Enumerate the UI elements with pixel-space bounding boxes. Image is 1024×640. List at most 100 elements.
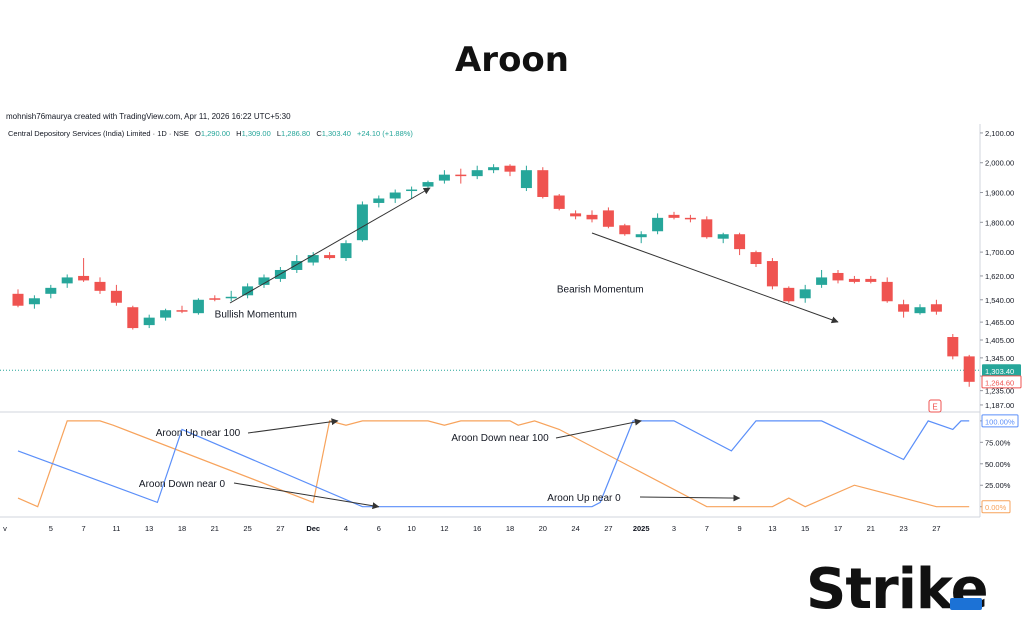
candle-body [963, 356, 975, 382]
aroon-up-current-label: 0.00% [985, 503, 1007, 512]
svg-text:E: E [932, 403, 937, 412]
time-tick-label: 17 [834, 524, 842, 533]
candle-body [504, 165, 516, 172]
time-tick-label: 12 [440, 524, 448, 533]
candle [143, 314, 155, 329]
chart-ohlc-header: Central Depository Services (India) Limi… [8, 129, 413, 138]
time-tick-label: 24 [571, 524, 579, 533]
price-tick-label: 1,405.00 [985, 336, 1014, 345]
candle-body [848, 278, 860, 282]
time-tick-label: 21 [211, 524, 219, 533]
candle-body [192, 299, 204, 314]
candle-body [520, 170, 532, 189]
candle [947, 334, 959, 360]
candle [209, 295, 221, 302]
low-price-badge [981, 375, 1022, 389]
price-tick-label: 1,700.00 [985, 248, 1014, 257]
candle [799, 284, 811, 303]
candle-body [258, 277, 270, 285]
candle [602, 207, 614, 229]
candle-body [242, 286, 254, 296]
open-value: 1,290.00 [201, 129, 230, 138]
aroon-annotation-arrow [639, 494, 741, 502]
candle [488, 164, 500, 174]
candle [668, 211, 680, 220]
low-value: 1,286.80 [281, 129, 310, 138]
candle-body [356, 204, 368, 241]
candle [242, 283, 254, 299]
candle-body [225, 296, 237, 299]
time-tick-label: 25 [243, 524, 251, 533]
candle-body [602, 210, 614, 227]
candle [881, 277, 893, 303]
time-tick-label: 10 [407, 524, 415, 533]
symbol-name: Central Depository Services (India) Limi… [8, 129, 189, 138]
candle [110, 284, 122, 306]
aroon-up-line [17, 420, 970, 508]
candle-body [766, 261, 778, 287]
close-label: C [316, 129, 322, 138]
time-tick-label: 21 [867, 524, 875, 533]
candle-body [930, 304, 942, 312]
candle-body [127, 307, 139, 329]
candle-body [78, 275, 90, 281]
high-value: 1,309.00 [242, 129, 271, 138]
time-tick-label: 2025 [633, 524, 650, 533]
candle-body [471, 170, 483, 177]
candle [520, 165, 532, 192]
time-tick-label: 9 [738, 524, 742, 533]
candle [225, 290, 237, 302]
time-tick-label: 16 [473, 524, 481, 533]
candle-body [340, 243, 352, 259]
candle-body [947, 337, 959, 357]
aroon-annotation-label: Aroon Up near 100 [156, 428, 241, 439]
earnings-marker[interactable]: E [928, 399, 942, 413]
aroon-annotation-label: Aroon Down near 0 [139, 479, 226, 490]
candle [504, 164, 516, 177]
aroon-annotation-label: Aroon Up near 0 [547, 493, 621, 504]
candle-body [537, 170, 549, 197]
candle-body [176, 310, 188, 312]
candle [652, 213, 664, 235]
candle [750, 250, 762, 267]
price-tick-label: 1,620.00 [985, 272, 1014, 281]
time-tick-label: 13 [145, 524, 153, 533]
aroon-down-current-label: 100.00% [985, 417, 1015, 426]
candle [766, 258, 778, 290]
candle [192, 298, 204, 315]
candle-body [94, 281, 106, 291]
price-tick-label: 1,235.00 [985, 387, 1014, 396]
candle-body [307, 255, 319, 263]
aroon-annotation-arrow [247, 418, 339, 434]
time-tick-label: 5 [49, 524, 53, 533]
time-tick-label: 27 [276, 524, 284, 533]
candle-body [881, 281, 893, 302]
candle-body [422, 182, 434, 187]
candle-body [586, 214, 598, 220]
time-tick-label: 7 [705, 524, 709, 533]
axis-layer: 1,187.001,235.001,284.001,345.001,405.00… [3, 129, 1022, 533]
candle-body [914, 307, 926, 314]
candle [438, 170, 450, 184]
candle [619, 223, 631, 236]
candle-body [455, 174, 467, 177]
candle [389, 189, 401, 203]
candle [12, 289, 24, 308]
candle-body [832, 272, 844, 281]
candle-body [684, 217, 696, 220]
candle [717, 232, 729, 244]
candle [586, 210, 598, 223]
aroon-tick-label: 50.00% [985, 460, 1011, 469]
time-tick-label: 7 [82, 524, 86, 533]
candle-body [816, 277, 828, 285]
close-value: 1,303.40 [322, 129, 351, 138]
candle [914, 304, 926, 315]
open-label: O [195, 129, 201, 138]
candle-body [488, 167, 500, 171]
annotation-arrow [591, 232, 839, 324]
aroon-down-badge [981, 414, 1019, 428]
candle [734, 232, 746, 256]
time-tick-label: 27 [604, 524, 612, 533]
price-tick-label: 1,465.00 [985, 318, 1014, 327]
candle-body [110, 290, 122, 303]
